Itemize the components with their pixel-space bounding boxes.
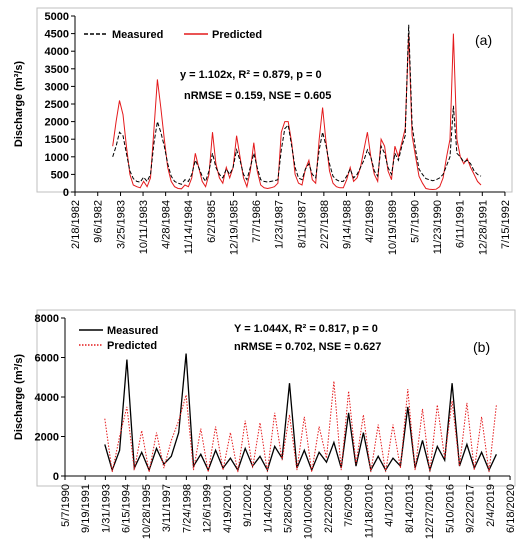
panel-b-x-tick-label: 5/7/1990 xyxy=(60,484,72,527)
panel-a-y-axis-title: Discharge (m³/s) xyxy=(13,61,25,148)
panel-b-panel-label: (b) xyxy=(473,339,490,355)
panel-b-x-tick-label: 8/14/2013 xyxy=(404,484,416,533)
panel-a-x-tick-label: 7/7/1986 xyxy=(251,200,263,243)
panel-b-y-tick-label: 4000 xyxy=(35,392,59,404)
panel-a-y-tick-label: 1000 xyxy=(45,152,69,164)
panel-b-x-tick-label: 11/18/2010 xyxy=(363,484,375,538)
panel-a-legend-label-predicted: Predicted xyxy=(212,29,262,41)
panel-b-x-tick-label: 12/27/2014 xyxy=(424,484,436,539)
panel-a-x-tick-label: 4/2/1989 xyxy=(364,200,376,243)
panel-a-x-tick-label: 2/18/1982 xyxy=(70,200,82,249)
panel-a-stats-annotation: y = 1.102x, R² = 0.879, p = 0 xyxy=(180,69,322,81)
panel-b-legend-label-predicted: Predicted xyxy=(107,340,157,352)
panel-b-y-tick-label: 8000 xyxy=(35,313,59,325)
panel-a-panel-label: (a) xyxy=(475,32,492,48)
panel-b-x-tick-label: 6/15/1994 xyxy=(121,484,133,533)
panel-b-stats-annotation: Y = 1.044X, R² = 0.817, p = 0 xyxy=(234,323,378,335)
panel-b-x-tick-label: 12/6/1999 xyxy=(202,484,214,533)
panel-a-x-tick-label: 10/19/1989 xyxy=(387,200,399,255)
panel-a-y-tick-label: 4500 xyxy=(45,29,69,41)
panel-b-x-tick-label: 5/10/2016 xyxy=(444,484,456,533)
panel-a-x-tick-label: 9/6/1982 xyxy=(93,200,105,243)
panel-a-x-tick-label: 6/11/1991 xyxy=(455,200,467,248)
panel-a-y-tick-label: 2500 xyxy=(45,99,69,111)
panel-a-stats-annotation: nRMSE = 0.159, NSE = 0.605 xyxy=(184,90,331,102)
panel-a-x-tick-label: 3/25/1983 xyxy=(116,200,128,249)
panel-a-x-tick-label: 4/28/1984 xyxy=(161,200,173,249)
panel-a-x-tick-label: 12/19/1985 xyxy=(228,200,240,255)
panel-b-x-tick-label: 9/1/2002 xyxy=(242,484,254,527)
panel-b-y-axis-title: Discharge (m³/s) xyxy=(13,354,25,441)
panel-b-y-tick-label: 0 xyxy=(53,471,59,483)
panel-b-x-tick-label: 9/19/1991 xyxy=(80,484,92,533)
panel-a-x-tick-label: 10/11/1983 xyxy=(138,200,150,254)
panel-a-y-tick-label: 5000 xyxy=(45,11,69,23)
panel-b-x-tick-label: 1/14/2004 xyxy=(262,484,274,533)
panel-b-x-tick-label: 6/18/2020 xyxy=(505,484,517,533)
panel-b-stats-annotation: nRMSE = 0.702, NSE = 0.627 xyxy=(234,341,381,353)
panel-a-x-tick-label: 5/7/1990 xyxy=(410,200,422,243)
panel-a-y-tick-label: 4000 xyxy=(45,46,69,58)
panel-a-y-tick-label: 500 xyxy=(51,169,69,181)
panel-b-x-tick-label: 4/19/2001 xyxy=(222,484,234,533)
panel-a-series-predicted-line xyxy=(112,33,482,191)
panel-b-series-measured-line xyxy=(104,353,497,473)
panel-a-legend-label-measured: Measured xyxy=(112,29,163,41)
panel-b-legend-label-measured: Measured xyxy=(107,325,158,337)
panel-b-x-tick-label: 1/31/1993 xyxy=(100,484,112,533)
panel-a-x-tick-label: 2/27/1988 xyxy=(319,200,331,249)
panel-a-x-tick-label: 8/11/1987 xyxy=(296,200,308,248)
panel-a-y-tick-label: 2000 xyxy=(45,117,69,129)
panel-b-x-tick-label: 3/11/1997 xyxy=(161,484,173,532)
panel-b-x-tick-label: 4/1/2012 xyxy=(384,484,396,527)
panel-b-x-tick-label: 10/28/1995 xyxy=(141,484,153,539)
panel-a-y-tick-label: 3000 xyxy=(45,81,69,93)
panel-a-x-tick-label: 11/23/1990 xyxy=(432,200,444,254)
panel-a-y-tick-label: 1500 xyxy=(45,134,69,146)
panel-a-x-tick-label: 6/2/1985 xyxy=(206,200,218,243)
panel-a-x-tick-label: 12/28/1991 xyxy=(477,200,489,255)
panel-a-x-tick-label: 1/23/1987 xyxy=(274,200,286,249)
panel-b-y-tick-label: 2000 xyxy=(35,432,59,444)
panel-b-frame xyxy=(36,309,516,487)
panel-b-x-tick-label: 7/6/2009 xyxy=(343,484,355,527)
panel-b-x-tick-label: 10/10/2006 xyxy=(303,484,315,539)
panel-b-x-tick-label: 5/28/2005 xyxy=(283,484,295,533)
panel-b-x-tick-label: 9/22/2017 xyxy=(465,484,477,533)
panel-a-y-tick-label: 3500 xyxy=(45,64,69,76)
panel-b-y-tick-label: 6000 xyxy=(35,353,59,365)
panel-a-x-tick-label: 7/15/1992 xyxy=(500,200,512,249)
panel-a-x-tick-label: 9/14/1988 xyxy=(341,200,353,249)
panel-a-x-tick-label: 11/14/1984 xyxy=(183,200,195,254)
panel-a-y-tick-label: 0 xyxy=(63,187,69,199)
panel-a-series-measured-line xyxy=(112,24,482,185)
panel-b-x-tick-label: 7/24/1998 xyxy=(181,484,193,533)
panel-b-x-tick-label: 2/22/2008 xyxy=(323,484,335,533)
panel-b-x-tick-label: 2/4/2019 xyxy=(485,484,497,527)
panel-b-series-predicted-line xyxy=(104,381,497,473)
